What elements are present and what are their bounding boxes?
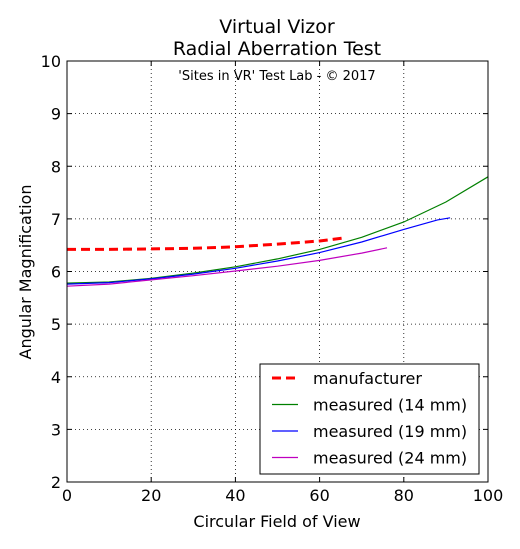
legend-box [259,363,480,475]
axis-ticks: 0 20 40 60 80 100 2 3 4 5 6 7 8 9 10 [41,52,504,505]
chart-subtitle: Radial Aberration Test [173,38,381,60]
legend: manufacturer measured (14 mm) measured (19… [259,363,480,475]
y-tick-label: 7 [51,210,61,229]
y-tick-label: 2 [51,473,61,492]
x-tick-label: 100 [473,486,504,505]
y-tick-label: 6 [51,263,61,282]
y-tick-label: 8 [51,157,61,176]
plot-series [66,176,489,287]
x-axis-label: Circular Field of View [193,512,360,531]
series-line-1 [66,176,489,284]
x-tick-label: 0 [62,486,72,505]
legend-label: measured (24 mm) [313,449,467,468]
legend-label: manufacturer [313,369,422,388]
y-tick-label: 10 [41,52,61,71]
chart-title: Virtual Vizor [219,16,335,38]
y-tick-label: 9 [51,105,61,124]
x-tick-label: 60 [309,486,329,505]
x-tick-label: 40 [225,486,245,505]
series-line-3 [66,247,388,287]
legend-label: measured (19 mm) [313,422,467,441]
y-axis-label: Angular Magnification [16,185,35,360]
y-tick-label: 4 [51,368,61,387]
series-line-2 [66,217,451,285]
series-line-0 [67,236,346,251]
x-tick-label: 80 [394,486,414,505]
legend-label: measured (14 mm) [313,396,467,415]
y-tick-label: 3 [51,420,61,439]
x-tick-label: 20 [141,486,161,505]
y-tick-label: 5 [51,315,61,334]
chart-annotation: 'Sites in VR' Test Lab - © 2017 [178,69,375,84]
